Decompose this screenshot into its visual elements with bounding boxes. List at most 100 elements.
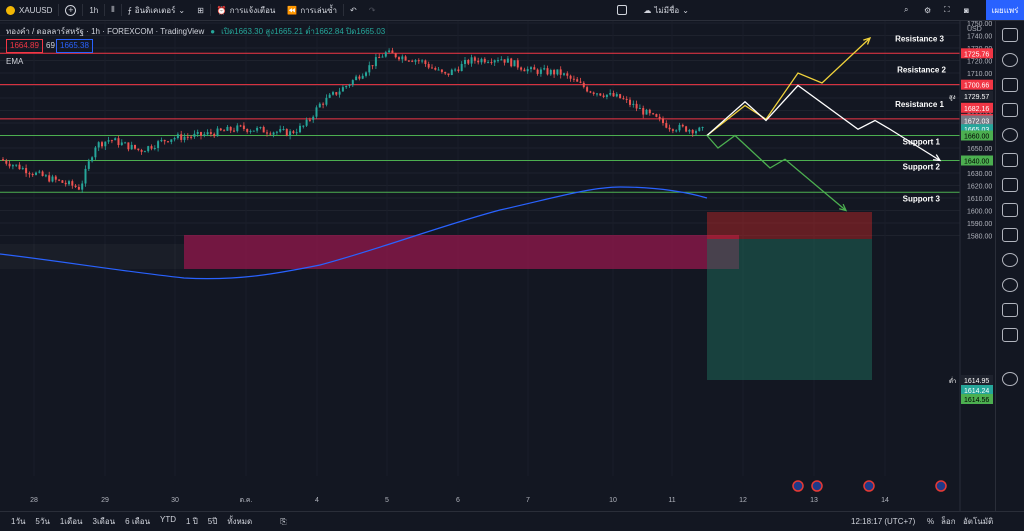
indicators-button[interactable]: ⨍ อินดิเคเตอร์ ⌄ — [122, 0, 191, 20]
candle-body — [322, 103, 325, 105]
candle-body — [302, 125, 305, 127]
chart-legend: ทองคำ / ดอลลาร์สหรัฐ · 1h · FOREXCOM · T… — [6, 25, 385, 38]
search-button[interactable]: ⌕ — [898, 0, 914, 20]
range-button[interactable]: 3เดือน — [92, 517, 116, 526]
interval-button[interactable]: 1h — [89, 5, 99, 15]
candle-body — [533, 67, 536, 70]
alarm-clock-icon[interactable] — [1002, 53, 1018, 67]
candle-body — [662, 118, 664, 124]
alert-button[interactable]: ⏰ การแจ้งเตือน — [211, 0, 282, 20]
settings-button[interactable]: ⚙ — [918, 0, 937, 20]
candle-body — [219, 128, 222, 131]
candle-body — [351, 80, 354, 85]
log-toggle[interactable]: ล็อก — [941, 517, 956, 526]
candle-body — [104, 141, 107, 147]
candle-body — [81, 183, 84, 190]
price-tick-label: 1590.00 — [967, 221, 992, 228]
candle-body — [74, 185, 77, 187]
data-window-icon[interactable] — [1002, 103, 1018, 117]
range-button[interactable]: 1วัน — [11, 517, 26, 526]
candle-body — [25, 168, 28, 174]
ema-indicator-label[interactable]: EMA — [6, 57, 24, 66]
percent-toggle[interactable]: % — [927, 517, 935, 526]
candle-body — [622, 98, 625, 100]
candle-body — [51, 176, 54, 182]
candle-body — [569, 75, 572, 79]
candle-body — [411, 60, 414, 62]
replay-button[interactable]: ⏪ การเล่นซ้ำ — [281, 0, 343, 20]
candle-body — [460, 63, 463, 72]
calendar-icon[interactable] — [1002, 153, 1018, 167]
calendar-goto-icon: ⎘ — [280, 516, 287, 526]
undo-button[interactable]: ↶ — [344, 0, 363, 20]
range-button[interactable]: 6 เดือน — [125, 517, 151, 526]
hotlist-icon[interactable] — [1002, 128, 1018, 142]
candle-body — [424, 60, 427, 65]
cloud-icon: ☁ — [643, 5, 652, 15]
chat-icon[interactable] — [1002, 178, 1018, 192]
goto-date-button[interactable]: ⎘ — [275, 517, 291, 527]
range-button[interactable]: 5ปี — [207, 517, 218, 526]
chart-type-button[interactable]: ⫴ — [105, 0, 120, 20]
compare-button[interactable]: + — [59, 0, 82, 20]
range-button[interactable]: 1 ปี — [186, 517, 198, 526]
candle-body — [404, 56, 407, 61]
publish-button[interactable]: เผยแพร่ — [986, 0, 1024, 20]
dom-icon[interactable] — [1002, 328, 1018, 342]
notifications-icon[interactable] — [1002, 278, 1018, 292]
candle-body — [107, 140, 110, 142]
range-button[interactable]: ทั้งหมด — [227, 517, 253, 526]
news-icon[interactable] — [1002, 78, 1018, 92]
candle-body — [497, 60, 499, 62]
candle-body — [553, 70, 556, 75]
clock-time[interactable]: 12:18:17 (UTC+7) — [851, 517, 916, 526]
candle-body — [153, 148, 156, 150]
pulse-icon[interactable] — [1002, 303, 1018, 317]
redo-button[interactable]: ↷ — [363, 0, 382, 20]
candle-body — [84, 168, 87, 184]
candle-body — [216, 128, 219, 137]
layout-name-button[interactable]: ☁ ไม่มีชื่อ ⌄ — [637, 0, 695, 20]
symbol-title[interactable]: ทองคำ / ดอลลาร์สหรัฐ · 1h · FOREXCOM · T… — [6, 27, 205, 36]
candle-body — [48, 175, 51, 182]
candle-body — [510, 58, 513, 67]
range-button[interactable]: YTD — [160, 515, 177, 524]
snapshot-button[interactable]: ◙ — [958, 0, 975, 20]
candle-body — [87, 161, 90, 169]
alarm-icon: ⏰ — [216, 5, 227, 15]
candle-body — [473, 57, 476, 61]
candle-body — [120, 142, 123, 146]
candle-body — [678, 124, 681, 131]
sell-price-box[interactable]: 1664.89 — [6, 39, 43, 53]
candle-body — [147, 146, 150, 152]
candle-body — [11, 165, 14, 167]
candle-body — [8, 163, 11, 167]
candle-body — [239, 125, 242, 127]
neutral-scenario-path-arrowhead — [932, 154, 942, 162]
fullscreen-toggle[interactable] — [611, 0, 637, 20]
ideas-icon[interactable] — [1002, 203, 1018, 217]
candle-body — [695, 131, 697, 134]
range-button[interactable]: 5วัน — [35, 517, 50, 526]
candle-body — [236, 125, 239, 132]
candle-body — [388, 50, 391, 53]
watchlist-icon[interactable] — [1002, 28, 1018, 42]
symbol-search[interactable]: XAUUSD — [0, 0, 58, 20]
fullscreen-button[interactable]: ⛶ — [938, 0, 956, 20]
candle-body — [127, 142, 130, 150]
price-chart[interactable]: Resistance 3 Resistance 2 Resistance 1 Supp… — [0, 21, 996, 511]
date-ranges: 1วัน 5วัน 1เดือน 3เดือน 6 เดือน YTD 1 ปี 5ปี ทั้… — [6, 515, 257, 528]
range-button[interactable]: 1เดือน — [59, 517, 83, 526]
time-tick-label: 28 — [30, 497, 38, 504]
price-tick-label: 1740.00 — [967, 34, 992, 41]
streams-icon[interactable] — [1002, 228, 1018, 242]
symbol-label: XAUUSD — [19, 5, 53, 15]
layouts-button[interactable]: ⊞ — [191, 0, 210, 20]
candle-body — [506, 58, 509, 63]
help-icon[interactable] — [1002, 372, 1018, 386]
auto-toggle[interactable]: อัตโนมัติ — [963, 517, 994, 526]
candle-body — [355, 76, 358, 81]
buy-price-box[interactable]: 1665.38 — [56, 39, 93, 53]
price-tag-label: 1729.57 — [964, 94, 989, 101]
lightbulb-icon[interactable] — [1002, 253, 1018, 267]
